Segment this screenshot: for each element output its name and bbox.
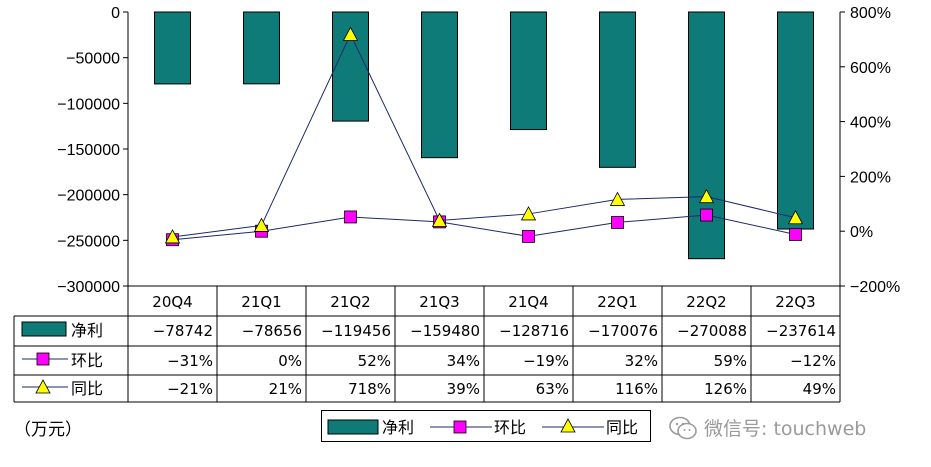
bar-净利-22Q1 [599,11,636,168]
legend-key-环比 [453,420,467,434]
cell-环比-22Q1: 32% [625,352,658,370]
cell-环比-20Q4: −31% [167,352,213,370]
cell-环比-21Q2: 52% [358,352,391,370]
cell-净利-21Q1: −78656 [242,322,302,340]
cell-环比-21Q3: 34% [447,352,480,370]
left-tick-label: −250000 [57,233,120,250]
marker-环比-21Q4 [522,230,535,243]
bar-净利-21Q3 [421,11,458,159]
unit-label: （万元） [14,420,82,440]
row-label-环比: 环比 [71,351,103,370]
right-tick-label: 600% [850,60,891,77]
category-label: 21Q3 [419,293,459,311]
legend-label-同比: 同比 [606,418,638,437]
cell-环比-22Q3: −12% [790,352,836,370]
category-label: 20Q4 [152,293,192,311]
marker-同比-21Q4 [520,206,537,221]
cell-同比-21Q2: 718% [348,380,391,398]
marker-环比-22Q3 [789,228,802,241]
legend-label-净利: 净利 [382,418,414,437]
right-tick-label: 400% [850,115,891,132]
legend-key-同比 [560,418,576,433]
category-label: 22Q1 [597,293,637,311]
plot-area [127,11,841,286]
cell-净利-21Q2: −119456 [321,322,391,340]
category-label: 21Q4 [508,293,548,311]
left-tick-label: −150000 [57,142,120,159]
marker-同比-21Q2 [342,26,359,41]
cell-同比-21Q1: 21% [269,380,302,398]
watermark: 微信号: touchweb [668,414,866,441]
row-key-同比 [35,379,51,394]
right-y-axis: 800% 600% 400% 200% 0% −200% [840,5,900,296]
bar-净利-20Q4 [154,11,191,85]
row-label-净利: 净利 [71,321,103,340]
legend-key-净利 [327,419,379,435]
cell-同比-22Q2: 126% [704,380,747,398]
right-tick-label: 0% [850,224,873,241]
line-环比 [172,214,796,241]
marker-同比-22Q1 [609,191,626,206]
data-table: 20Q4 21Q1 21Q2 21Q3 21Q4 22Q1 22Q2 22Q3 净利 −78742… [13,285,841,403]
watermark-text: 微信号: touchweb [704,418,867,440]
bar-净利-21Q4 [510,11,547,131]
cell-同比-22Q3: 49% [803,380,836,398]
right-tick-label: 200% [850,169,891,186]
marker-同比-22Q3 [787,209,804,225]
wechat-icon [669,416,697,439]
left-y-axis: 0 −50000 −100000 −150000 −200000 −250000 −3000… [57,5,128,296]
cell-净利-21Q4: −128716 [499,322,569,340]
left-tick-label: −50000 [66,51,120,68]
row-key-净利 [21,321,67,337]
row-key-环比 [36,352,50,366]
left-tick-label: −300000 [57,279,120,296]
right-tick-label: 800% [850,5,891,22]
cell-净利-22Q1: −170076 [588,322,658,340]
marker-环比-22Q2 [700,208,713,222]
category-label: 21Q2 [330,293,370,311]
row-label-同比: 同比 [71,379,103,398]
bar-净利-22Q2 [688,11,725,260]
marker-同比-21Q1 [253,217,270,232]
bar-净利-21Q1 [243,11,280,85]
cell-同比-21Q4: 63% [536,380,569,398]
cell-净利-20Q4: −78742 [153,322,213,340]
cell-环比-21Q4: −19% [523,352,569,370]
category-label: 22Q2 [686,293,726,311]
left-tick-label: −200000 [57,188,120,205]
marker-环比-22Q1 [611,216,624,229]
cell-净利-22Q3: −237614 [766,322,836,340]
chart-area: 0 −50000 −100000 −150000 −200000 −250000 −3000… [13,5,900,403]
cell-环比-22Q2: 59% [714,352,747,370]
bar-净利-22Q3 [777,11,814,230]
category-label: 21Q1 [241,293,281,311]
cell-净利-21Q3: −159480 [410,322,480,340]
line-同比 [172,33,796,238]
category-label: 22Q3 [775,293,815,311]
cell-同比-22Q1: 116% [615,380,658,398]
marker-同比-22Q2 [698,188,715,204]
marker-同比-20Q4 [164,229,181,244]
marker-同比-21Q3 [431,212,448,227]
right-tick-label: −200% [850,279,900,296]
cell-环比-21Q1: 0% [278,352,302,370]
legend: 净利 环比 同比 [321,410,651,442]
legend-label-环比: 环比 [494,418,526,437]
marker-环比-21Q2 [344,210,357,224]
cell-同比-20Q4: −21% [167,380,213,398]
left-tick-label: −100000 [57,96,120,113]
left-tick-label: 0 [111,5,120,22]
cell-同比-21Q3: 39% [447,380,480,398]
cell-净利-22Q2: −270088 [677,322,747,340]
